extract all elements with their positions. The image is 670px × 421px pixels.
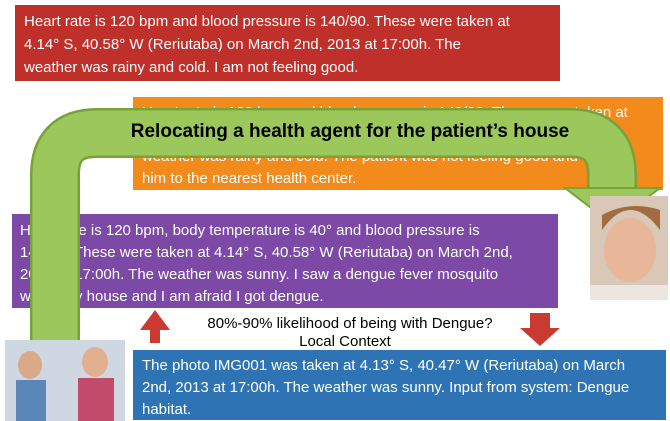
box-text: The photo IMG001 was taken at 4.13° S, 4… (142, 357, 625, 374)
box-text: 4.14° S, 40.58° W (Reriutaba) on March 2… (24, 36, 461, 53)
agent-photo (5, 340, 125, 421)
box-text: him to the nearest health center. (142, 170, 356, 187)
patient-photo (590, 196, 668, 300)
box-text: 2nd, 2013 at 17:00h. The weather was sun… (142, 379, 629, 396)
box-text: Heart rate is 120 bpm and blood pressure… (24, 13, 511, 30)
box-text: 140/90. These were taken at 4.14° S, 40.… (20, 244, 513, 261)
context-label: Local Context (299, 333, 392, 350)
arrow-label: Relocating a health agent for the patien… (131, 121, 569, 142)
diagram: Heart rate is 120 bpm and blood pressure… (0, 0, 670, 421)
down-arrow (520, 313, 560, 346)
up-arrow (140, 310, 170, 343)
box-text: habitat. (142, 401, 191, 418)
likelihood-text: 80%-90% likelihood of being with Dengue? (207, 315, 492, 332)
box-text: 2013 at 17:00h. The weather was sunny. I… (20, 266, 498, 283)
box-text: weather was rainy and cold. I am not fee… (23, 59, 358, 76)
box-text: Heart rate is 120 bpm, body temperature … (20, 222, 480, 239)
